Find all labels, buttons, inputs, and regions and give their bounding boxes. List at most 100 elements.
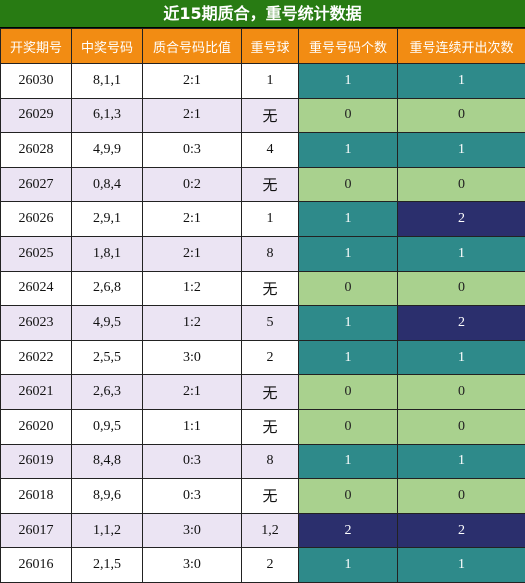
cell-ratio: 3:0 (143, 548, 242, 583)
cell-repeat-ball: 无 (242, 479, 299, 514)
cell-period: 26029 (1, 98, 72, 133)
cell-repeat-count: 0 (299, 375, 398, 410)
cell-repeat-streak: 0 (398, 167, 525, 202)
cell-repeat-ball: 无 (242, 271, 299, 306)
cell-repeat-ball: 无 (242, 98, 299, 133)
cell-ratio: 3:0 (143, 340, 242, 375)
cell-period: 26019 (1, 444, 72, 479)
cell-repeat-streak: 2 (398, 306, 525, 341)
cell-repeat-count: 1 (299, 444, 398, 479)
cell-repeat-streak: 0 (398, 98, 525, 133)
stats-table: 开奖期号 中奖号码 质合号码比值 重号球 重号号码个数 重号连续开出次数 260… (0, 28, 525, 583)
cell-repeat-ball: 5 (242, 306, 299, 341)
cell-numbers: 2,5,5 (72, 340, 143, 375)
cell-period: 26027 (1, 167, 72, 202)
cell-numbers: 0,9,5 (72, 409, 143, 444)
cell-period: 26016 (1, 548, 72, 583)
cell-numbers: 6,1,3 (72, 98, 143, 133)
cell-ratio: 0:2 (143, 167, 242, 202)
cell-repeat-count: 1 (299, 236, 398, 271)
cell-period: 26017 (1, 513, 72, 548)
header-numbers: 中奖号码 (72, 29, 143, 64)
cell-period: 26024 (1, 271, 72, 306)
cell-repeat-count: 1 (299, 64, 398, 99)
cell-period: 26028 (1, 133, 72, 168)
cell-numbers: 4,9,5 (72, 306, 143, 341)
cell-repeat-count: 1 (299, 340, 398, 375)
table-header-row: 开奖期号 中奖号码 质合号码比值 重号球 重号号码个数 重号连续开出次数 (1, 29, 525, 64)
header-repeat-streak: 重号连续开出次数 (398, 29, 525, 64)
cell-repeat-streak: 1 (398, 64, 525, 99)
cell-ratio: 1:2 (143, 271, 242, 306)
cell-repeat-count: 1 (299, 306, 398, 341)
cell-period: 26030 (1, 64, 72, 99)
header-period: 开奖期号 (1, 29, 72, 64)
cell-repeat-ball: 8 (242, 444, 299, 479)
cell-numbers: 2,9,1 (72, 202, 143, 237)
cell-repeat-streak: 1 (398, 133, 525, 168)
cell-repeat-streak: 0 (398, 479, 525, 514)
cell-numbers: 2,6,8 (72, 271, 143, 306)
cell-repeat-ball: 8 (242, 236, 299, 271)
cell-ratio: 0:3 (143, 479, 242, 514)
cell-repeat-count: 0 (299, 409, 398, 444)
cell-ratio: 3:0 (143, 513, 242, 548)
cell-repeat-ball: 2 (242, 340, 299, 375)
cell-numbers: 0,8,4 (72, 167, 143, 202)
cell-ratio: 0:3 (143, 133, 242, 168)
cell-period: 26022 (1, 340, 72, 375)
cell-repeat-ball: 无 (242, 375, 299, 410)
cell-repeat-ball: 无 (242, 409, 299, 444)
cell-repeat-count: 0 (299, 479, 398, 514)
cell-period: 26021 (1, 375, 72, 410)
cell-repeat-ball: 4 (242, 133, 299, 168)
cell-ratio: 0:3 (143, 444, 242, 479)
cell-repeat-streak: 1 (398, 548, 525, 583)
cell-numbers: 2,1,5 (72, 548, 143, 583)
cell-repeat-ball: 1,2 (242, 513, 299, 548)
cell-ratio: 1:1 (143, 409, 242, 444)
header-repeat-ball: 重号球 (242, 29, 299, 64)
cell-repeat-streak: 1 (398, 340, 525, 375)
cell-numbers: 4,9,9 (72, 133, 143, 168)
cell-ratio: 1:2 (143, 306, 242, 341)
cell-repeat-streak: 0 (398, 409, 525, 444)
cell-repeat-count: 0 (299, 167, 398, 202)
cell-numbers: 8,1,1 (72, 64, 143, 99)
cell-repeat-streak: 0 (398, 271, 525, 306)
cell-ratio: 2:1 (143, 98, 242, 133)
cell-repeat-count: 1 (299, 548, 398, 583)
cell-repeat-ball: 无 (242, 167, 299, 202)
cell-repeat-streak: 2 (398, 513, 525, 548)
cell-numbers: 1,1,2 (72, 513, 143, 548)
cell-numbers: 8,9,6 (72, 479, 143, 514)
header-repeat-count: 重号号码个数 (299, 29, 398, 64)
cell-repeat-ball: 1 (242, 202, 299, 237)
cell-repeat-streak: 1 (398, 444, 525, 479)
cell-repeat-ball: 2 (242, 548, 299, 583)
cell-period: 26023 (1, 306, 72, 341)
cell-numbers: 8,4,8 (72, 444, 143, 479)
cell-repeat-streak: 2 (398, 202, 525, 237)
cell-repeat-count: 1 (299, 133, 398, 168)
cell-period: 26025 (1, 236, 72, 271)
cell-repeat-count: 0 (299, 271, 398, 306)
cell-period: 26026 (1, 202, 72, 237)
cell-ratio: 2:1 (143, 375, 242, 410)
cell-period: 26020 (1, 409, 72, 444)
cell-repeat-count: 1 (299, 202, 398, 237)
